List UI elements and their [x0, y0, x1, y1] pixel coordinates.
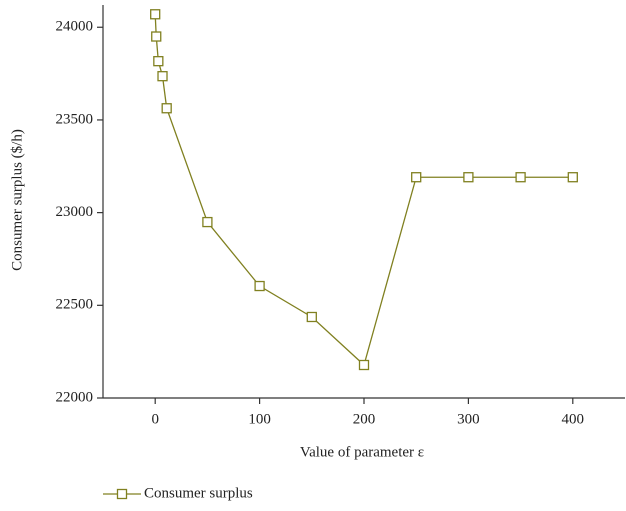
- data-point: [254, 280, 265, 292]
- data-point: [151, 31, 162, 42]
- legend-label: Consumer surplus: [144, 485, 253, 501]
- legend-marker: [116, 488, 128, 500]
- data-point: [411, 172, 422, 183]
- y-tick-label: 23000: [56, 204, 94, 220]
- data-point: [157, 71, 168, 82]
- data-point: [202, 216, 213, 228]
- data-line: [154, 14, 573, 367]
- data-point: [463, 172, 474, 183]
- data-point: [161, 103, 172, 114]
- x-tick-label: 0: [151, 411, 159, 427]
- y-tick-label: 23500: [56, 111, 94, 127]
- x-axis-label: Value of parameter ε: [300, 444, 424, 460]
- data-point: [150, 9, 161, 20]
- data-point: [358, 359, 370, 371]
- data-point: [515, 172, 526, 183]
- y-axis-label: Consumer surplus ($/h): [9, 129, 25, 271]
- y-tick-label: 22500: [56, 297, 94, 313]
- data-point: [567, 172, 578, 183]
- x-tick-label: 300: [457, 411, 480, 427]
- x-tick-label: 100: [248, 411, 271, 427]
- y-tick-label: 24000: [56, 19, 94, 35]
- y-tick-label: 22000: [56, 389, 94, 405]
- x-tick-label: 200: [353, 411, 376, 427]
- data-point: [153, 56, 164, 67]
- x-tick-label: 400: [562, 411, 585, 427]
- data-point: [306, 311, 317, 323]
